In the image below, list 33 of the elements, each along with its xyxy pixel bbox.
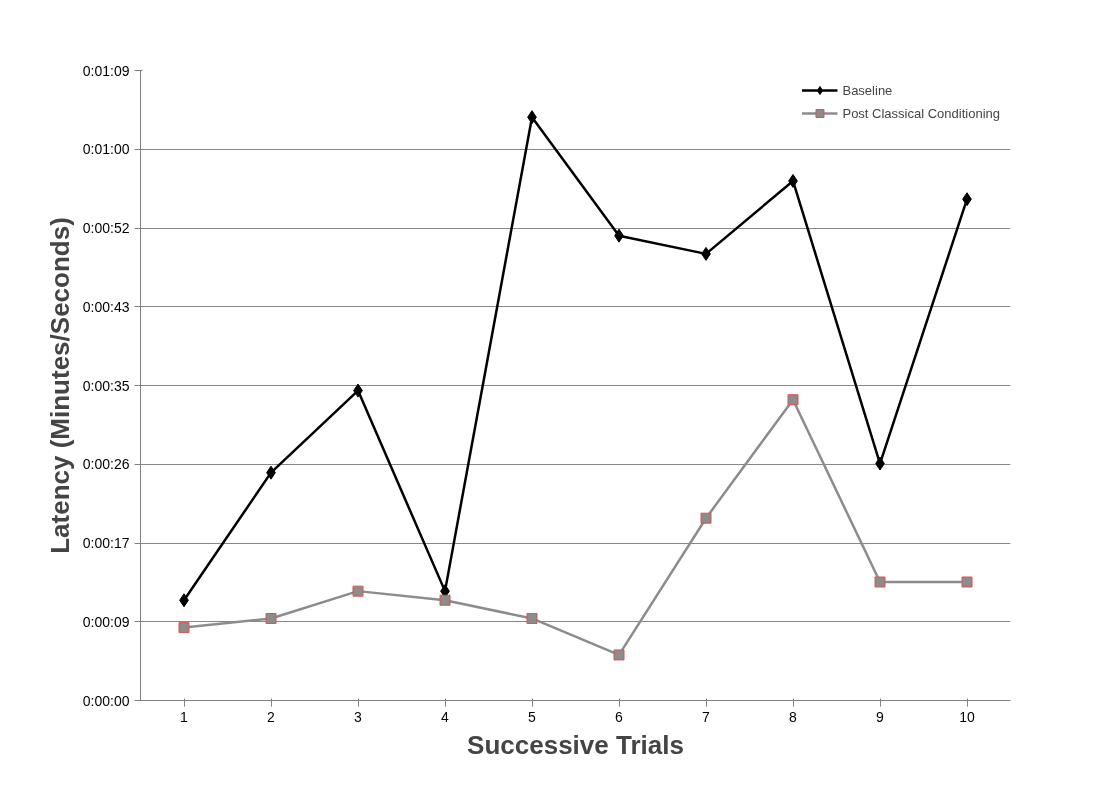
point [265,612,277,624]
point [352,585,364,597]
x-tick-label: 6 [615,708,624,725]
y-tick-label: 0:00:00 [82,692,130,709]
y-tick-label: 0:00:35 [82,377,130,394]
y-tick-label: 0:00:17 [82,535,130,551]
y-tick-label: 0:01:00 [82,141,130,158]
legend-label: Baseline [842,82,893,98]
x-tick-label: 3 [354,708,363,725]
x-axis-title: Successive Trials [467,729,684,760]
x-tick-label: 8 [789,708,798,725]
point [961,576,973,588]
point [700,512,712,524]
point [178,622,190,634]
point [526,612,538,624]
x-tick-label: 4 [441,708,450,725]
y-tick-label: 0:00:43 [82,298,130,315]
y-tick-label: 0:00:52 [82,220,130,236]
point [439,594,451,606]
x-tick-label: 2 [267,708,276,725]
y-tick-label: 0:01:09 [82,62,130,79]
x-tick-label: 1 [180,708,189,725]
x-tick-label: 7 [702,708,711,725]
x-tick-label: 5 [528,708,537,725]
point [613,649,625,661]
y-tick-label: 0:00:09 [82,613,130,630]
x-tick-label: 10 [959,708,975,725]
y-tick-label: 0:00:26 [82,456,130,473]
point [874,576,886,588]
point [787,394,799,406]
legend-label: Post Classical Conditioning [842,105,1000,121]
y-axis-title: Latency (Minutes/Seconds) [44,217,75,554]
x-tick-label: 9 [876,708,885,725]
